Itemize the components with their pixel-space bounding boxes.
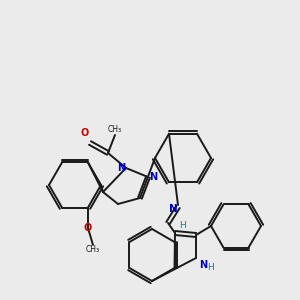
Text: N: N <box>169 204 177 214</box>
Text: O: O <box>81 128 89 138</box>
Text: CH₃: CH₃ <box>86 244 100 253</box>
Text: N: N <box>149 172 157 182</box>
Text: H: H <box>208 262 214 272</box>
Text: N: N <box>117 163 125 173</box>
Text: N: N <box>199 260 207 270</box>
Text: H: H <box>180 220 186 230</box>
Text: O: O <box>84 223 92 233</box>
Text: CH₃: CH₃ <box>108 125 122 134</box>
